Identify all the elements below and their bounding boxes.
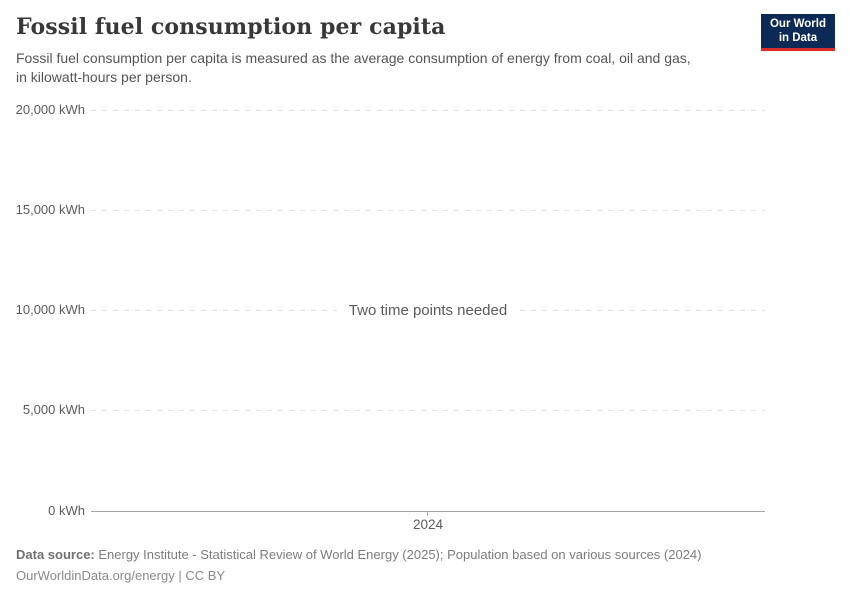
chart-header: Fossil fuel consumption per capita Fossi… [16, 14, 750, 86]
y-axis-tick-label: 5,000 kWh [22, 402, 85, 417]
data-source-line: Data source: Energy Institute - Statisti… [16, 548, 834, 562]
chart-subtitle: Fossil fuel consumption per capita is me… [16, 49, 750, 86]
gridline [91, 410, 765, 411]
owid-logo-line-1: Our World [769, 18, 826, 30]
chart-footer: Data source: Energy Institute - Statisti… [16, 548, 834, 583]
y-axis-tick-label: 15,000 kWh [15, 202, 85, 217]
owid-logo-line-2: in Data [778, 31, 818, 44]
empty-chart-message: Two time points needed [91, 302, 765, 320]
subtitle-line-1: Fossil fuel consumption per capita is me… [16, 50, 691, 66]
x-axis-tick-label: 2024 [412, 517, 444, 532]
data-source-label: Data source: [16, 547, 95, 562]
x-axis-tick-mark [427, 511, 428, 516]
x-axis-line [91, 511, 765, 512]
owid-logo[interactable]: Our World in Data [760, 14, 835, 51]
data-source-text: Energy Institute - Statistical Review of… [94, 547, 702, 562]
y-axis-tick-label: 0 kWh [48, 503, 85, 518]
gridline [91, 110, 765, 111]
y-axis-tick-label: 20,000 kWh [15, 102, 85, 117]
subtitle-line-2: in kilowatt-hours per person. [16, 68, 192, 85]
gridline [91, 210, 765, 211]
license-link[interactable]: OurWorldinData.org/energy | CC BY [16, 568, 226, 583]
page-title: Fossil fuel consumption per capita [16, 14, 446, 40]
y-axis-tick-label: 10,000 kWh [15, 302, 85, 317]
